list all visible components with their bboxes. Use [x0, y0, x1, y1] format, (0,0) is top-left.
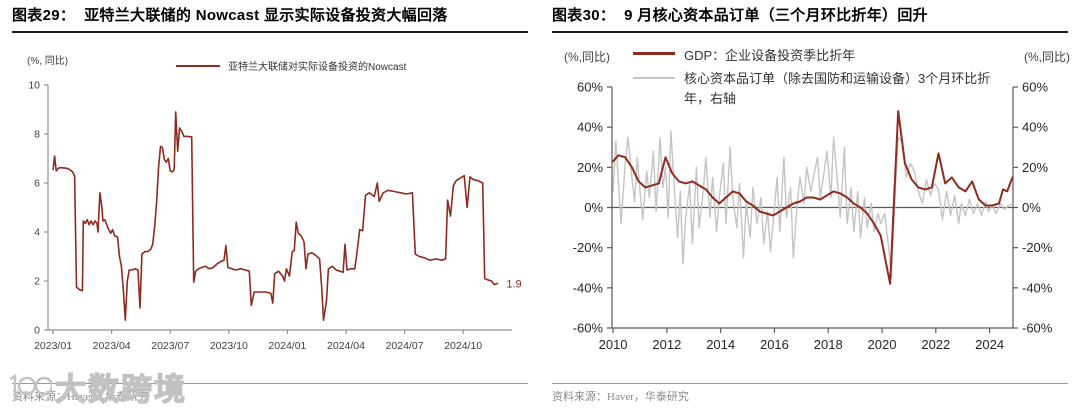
x-tick-label: 2016	[760, 337, 789, 352]
figure29-source: 资料来源：Haver，华泰研究	[12, 391, 149, 403]
figure30-legend-gdp-label: GDP：企业设备投资季比折年	[684, 48, 856, 63]
figure29-chart: 0 2 4 6 8 10 2023/01 2023/04 2023/07 2023/10 2024/…	[28, 80, 521, 352]
figure30-source-rule	[552, 383, 1068, 384]
figure29-panel: 图表29： 亚特兰大联储的 Nowcast 显示实际设备投资大幅回落 (%, 同…	[9, 4, 528, 405]
x-tick-label: 2020	[868, 337, 897, 352]
series-line	[52, 111, 499, 321]
x-tick-label: 2014	[706, 337, 735, 352]
nowcast-line-sample	[176, 64, 220, 67]
figure30-legend: GDP：企业设备投资季比折年 核心资本品订单（除去国防和运输设备）3个月环比折年…	[633, 45, 1004, 108]
figure29-legend-label: 亚特兰大联储对实际设备投资的Nowcast	[228, 62, 407, 73]
x-tick-label: 2024/04	[327, 340, 365, 352]
y-tick-label: 4	[34, 227, 40, 239]
y-tick-label: 10	[28, 80, 40, 92]
figure30-panel: 图表30： 9 月核心资本品订单（三个月环比折年）回升 (%,同比) (%,同比…	[540, 0, 1080, 413]
figure30-axis-unit-right: (%,同比)	[1024, 50, 1070, 64]
y-tick-label: 40%	[577, 120, 603, 135]
y-tick-label: -40%	[1022, 280, 1053, 295]
x-tick-label: 2023/07	[151, 340, 189, 352]
y-tick-label: -60%	[573, 321, 604, 336]
figure30-legend-core-row: 核心资本品订单（除去国防和运输设备）3个月环比折年，右轴	[633, 69, 1004, 108]
x-tick-label: 2024/10	[444, 340, 482, 352]
y-tick-label: 0	[34, 325, 40, 337]
x-tick-label: 2010	[599, 337, 628, 352]
x-tick-label: 2018	[814, 337, 843, 352]
y-tick-label: -40%	[573, 280, 604, 295]
y-tick-label: 0%	[1022, 200, 1041, 215]
x-tick-label: 2024/01	[268, 340, 306, 352]
y-tick-label: -20%	[1022, 240, 1053, 255]
y-tick-label: -20%	[573, 240, 604, 255]
figure30-source: 资料来源：Haver，华泰研究	[552, 391, 689, 403]
core-orders-line-sample	[633, 77, 675, 79]
end-value-label: 1.9	[506, 278, 521, 290]
y-tick-label: 60%	[1022, 80, 1048, 95]
x-tick-label: 2023/04	[93, 340, 131, 352]
y-tick-label: 2	[34, 276, 40, 288]
x-tick-label: 2024/07	[386, 340, 424, 352]
figure30-legend-core-label: 核心资本品订单（除去国防和运输设备）3个月环比折年，右轴	[684, 71, 991, 106]
y-tick-label: -60%	[1022, 321, 1053, 336]
x-tick-label: 2023/01	[34, 340, 72, 352]
figure29-title: 图表29： 亚特兰大联储的 Nowcast 显示实际设备投资大幅回落	[12, 7, 448, 24]
y-tick-label: 6	[34, 178, 40, 190]
figure30-axis-unit-left: (%,同比)	[564, 50, 610, 64]
x-tick-label: 2024	[975, 337, 1004, 352]
y-tick-label: 20%	[577, 160, 603, 175]
figure30-title: 图表30： 9 月核心资本品订单（三个月环比折年）回升	[552, 7, 928, 24]
y-tick-label: 40%	[1022, 120, 1048, 135]
figure29-axis-unit: (%, 同比)	[27, 56, 69, 67]
figure30-legend-gdp-row: GDP：企业设备投资季比折年	[633, 45, 855, 64]
series-line	[612, 130, 1014, 279]
figure29-legend: 亚特兰大联储对实际设备投资的Nowcast	[176, 58, 406, 73]
series-line	[612, 110, 1014, 285]
figure29-source-rule	[12, 383, 528, 384]
figure29-title-block: 图表29： 亚特兰大联储的 Nowcast 显示实际设备投资大幅回落	[12, 4, 528, 33]
x-tick-label: 2012	[652, 337, 681, 352]
x-tick-label: 2023/10	[210, 340, 248, 352]
gdp-line-sample	[633, 52, 675, 55]
y-tick-label: 8	[34, 129, 40, 141]
figure30-title-block: 图表30： 9 月核心资本品订单（三个月环比折年）回升	[552, 4, 1068, 33]
x-tick-label: 2022	[921, 337, 950, 352]
figure30-chart: 60% 40% 20% 0% -20% -40% -60% 60% 40% 20% 0% -20% -4…	[573, 80, 1053, 352]
y-tick-label: 60%	[577, 80, 603, 95]
y-tick-label: 20%	[1022, 160, 1048, 175]
y-tick-label: 0%	[584, 200, 603, 215]
